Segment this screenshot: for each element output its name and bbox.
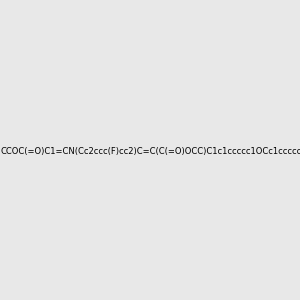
Text: CCOC(=O)C1=CN(Cc2ccc(F)cc2)C=C(C(=O)OCC)C1c1ccccc1OCc1ccccc1: CCOC(=O)C1=CN(Cc2ccc(F)cc2)C=C(C(=O)OCC)… (1, 147, 300, 156)
